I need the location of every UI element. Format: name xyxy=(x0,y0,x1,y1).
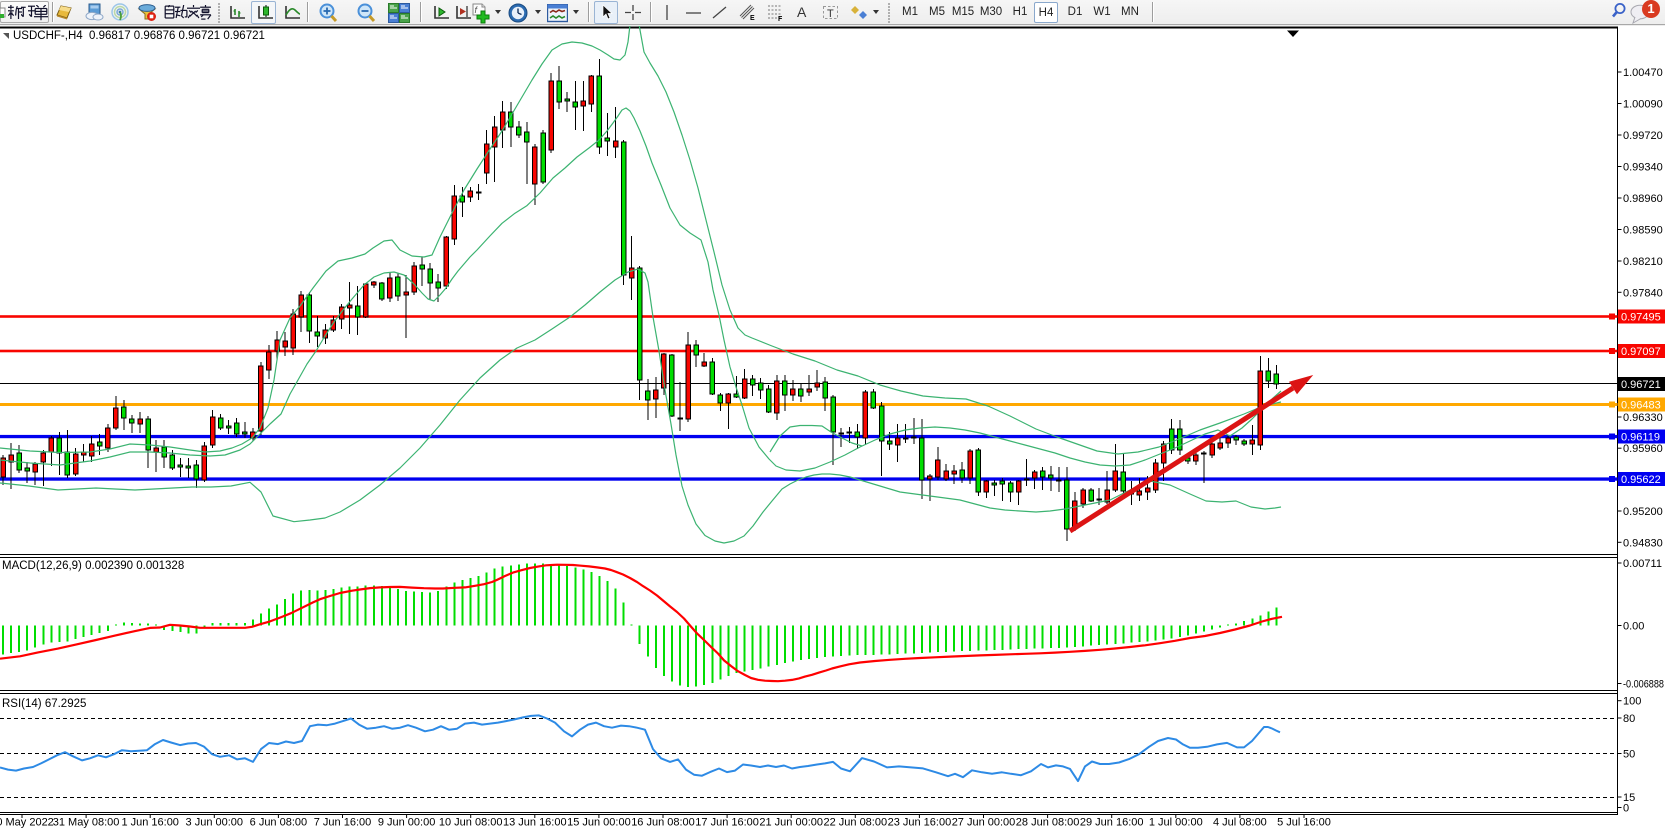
svg-text:0.95200: 0.95200 xyxy=(1623,506,1663,518)
svg-text:28 Jun 08:00: 28 Jun 08:00 xyxy=(1016,817,1080,829)
svg-text:30 May 2022: 30 May 2022 xyxy=(0,817,54,829)
svg-text:6 Jun 08:00: 6 Jun 08:00 xyxy=(250,817,308,829)
svg-text:0.99720: 0.99720 xyxy=(1623,130,1663,142)
svg-text:23 Jun 16:00: 23 Jun 16:00 xyxy=(888,817,952,829)
svg-text:5 Jul 16:00: 5 Jul 16:00 xyxy=(1277,817,1331,829)
svg-text:7 Jun 16:00: 7 Jun 16:00 xyxy=(314,817,372,829)
svg-text:RSI(14) 67.2925: RSI(14) 67.2925 xyxy=(2,698,86,710)
svg-text:1.00470: 1.00470 xyxy=(1623,67,1663,79)
svg-text:0.96119: 0.96119 xyxy=(1621,432,1660,444)
svg-text:0.97495: 0.97495 xyxy=(1621,312,1661,324)
svg-text:T: T xyxy=(827,8,834,20)
svg-text:MACD(12,26,9) 0.002390 0.00132: MACD(12,26,9) 0.002390 0.001328 xyxy=(2,560,184,572)
svg-text:1 Jun 16:00: 1 Jun 16:00 xyxy=(121,817,179,829)
svg-text:f: f xyxy=(475,5,479,15)
svg-text:15 Jun 00:00: 15 Jun 00:00 xyxy=(567,817,631,829)
svg-text:0.96330: 0.96330 xyxy=(1623,412,1663,424)
svg-text:22 Jun 08:00: 22 Jun 08:00 xyxy=(823,817,887,829)
svg-text:1.00090: 1.00090 xyxy=(1623,99,1663,111)
svg-text:0.96721: 0.96721 xyxy=(1621,379,1661,391)
svg-text:9 Jun 00:00: 9 Jun 00:00 xyxy=(378,817,436,829)
svg-text:50: 50 xyxy=(1623,749,1635,761)
svg-text:0.98210: 0.98210 xyxy=(1623,256,1663,268)
svg-text:0.95622: 0.95622 xyxy=(1621,474,1661,486)
svg-text:16 Jun 08:00: 16 Jun 08:00 xyxy=(631,817,695,829)
svg-text:0.99340: 0.99340 xyxy=(1623,162,1663,174)
svg-text:1 Jul 00:00: 1 Jul 00:00 xyxy=(1149,817,1203,829)
svg-text:17 Jun 16:00: 17 Jun 16:00 xyxy=(695,817,759,829)
svg-text:0.97097: 0.97097 xyxy=(1621,346,1661,358)
svg-text:4 Jul 08:00: 4 Jul 08:00 xyxy=(1213,817,1267,829)
svg-text:0.98590: 0.98590 xyxy=(1623,225,1663,237)
svg-text:27 Jun 00:00: 27 Jun 00:00 xyxy=(952,817,1016,829)
svg-text:31 May 08:00: 31 May 08:00 xyxy=(53,817,120,829)
svg-text:0.00711: 0.00711 xyxy=(1623,558,1662,570)
svg-text:21 Jun 00:00: 21 Jun 00:00 xyxy=(759,817,823,829)
svg-text:0: 0 xyxy=(1623,803,1629,815)
svg-text:0.98960: 0.98960 xyxy=(1623,193,1663,205)
svg-text:80: 80 xyxy=(1623,713,1635,725)
svg-text:F: F xyxy=(778,16,783,21)
svg-text:USDCHF-,H4 0.96817 0.96876 0.: USDCHF-,H4 0.96817 0.96876 0.96721 0.967… xyxy=(13,30,265,42)
svg-text:29 Jun 16:00: 29 Jun 16:00 xyxy=(1080,817,1144,829)
svg-text:E: E xyxy=(750,15,755,21)
svg-text:0.97840: 0.97840 xyxy=(1623,287,1663,299)
svg-text:0.96483: 0.96483 xyxy=(1621,400,1661,412)
svg-text:13 Jun 16:00: 13 Jun 16:00 xyxy=(503,817,567,829)
svg-text:15: 15 xyxy=(1623,792,1635,804)
svg-text:10 Jun 08:00: 10 Jun 08:00 xyxy=(439,817,503,829)
svg-text:100: 100 xyxy=(1623,696,1641,708)
svg-text:3 Jun 00:00: 3 Jun 00:00 xyxy=(186,817,244,829)
svg-text:0.95960: 0.95960 xyxy=(1623,443,1663,455)
svg-text:-0.006888: -0.006888 xyxy=(1623,679,1664,691)
svg-text:0.00: 0.00 xyxy=(1623,621,1644,633)
svg-text:0.94830: 0.94830 xyxy=(1623,537,1663,549)
